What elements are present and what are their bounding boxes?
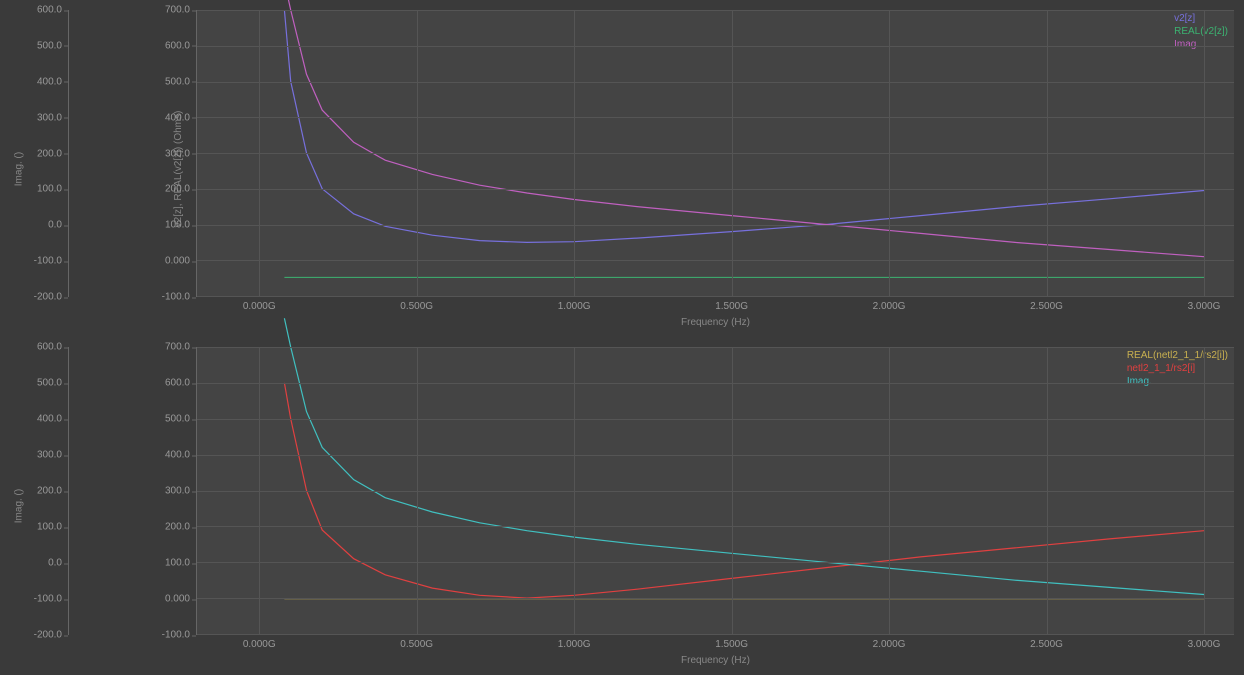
- x-tick-label: 3.000G: [1188, 639, 1221, 650]
- y-inner-axis: -100.00.000100.0200.0300.0400.0500.0600.…: [146, 10, 196, 297]
- x-axis-label: Frequency (Hz): [681, 655, 750, 666]
- y-inner-tick-label: 400.0: [146, 112, 190, 123]
- y-inner-tick-label: 500.0: [146, 414, 190, 425]
- y-inner-tick-label: 100.0: [146, 220, 190, 231]
- plot-area-bottom: REAL(netl2_1_1/rs2[i])netl2_1_1/rs2[i]Im…: [196, 347, 1234, 635]
- gridline-horizontal: [197, 82, 1234, 83]
- y-outer-tick-label: 500.0: [18, 40, 62, 51]
- gridline-horizontal: [197, 46, 1234, 47]
- y-outer-tick-label: 100.0: [18, 184, 62, 195]
- y-outer-tick-label: 100.0: [18, 522, 62, 533]
- y-inner-tick-label: 700.0: [146, 5, 190, 16]
- x-tick-label: 0.000G: [243, 301, 276, 312]
- x-tick-label: 2.500G: [1030, 301, 1063, 312]
- y-outer-tick-label: 500.0: [18, 378, 62, 389]
- chart-panel-top: Imag. () -200.0-100.00.0100.0200.0300.04…: [0, 0, 1244, 337]
- y-outer-tick-label: 0.0: [18, 558, 62, 569]
- gridline-horizontal: [197, 260, 1234, 261]
- gridline-horizontal: [197, 598, 1234, 599]
- legend-item: Imag.: [1127, 375, 1228, 388]
- x-tick-label: 1.500G: [715, 301, 748, 312]
- y-outer-axis-line: [68, 10, 69, 297]
- legend-item: netl2_1_1/rs2[i]: [1127, 362, 1228, 375]
- x-tick-label: 2.500G: [1030, 639, 1063, 650]
- y-inner-tick-label: 0.000: [146, 256, 190, 267]
- gridline-horizontal: [197, 117, 1234, 118]
- x-tick-label: 0.500G: [400, 301, 433, 312]
- x-tick-label: 0.500G: [400, 639, 433, 650]
- y-outer-tick-label: 300.0: [18, 112, 62, 123]
- series-Imag.: [284, 0, 1204, 257]
- gridline-horizontal: [197, 634, 1234, 635]
- series-Imag.: [284, 318, 1204, 594]
- x-tick-label: 1.000G: [558, 301, 591, 312]
- x-tick-label: 3.000G: [1188, 301, 1221, 312]
- gridline-horizontal: [197, 225, 1234, 226]
- x-tick-label: 2.000G: [873, 639, 906, 650]
- y-outer-axis-line: [68, 347, 69, 635]
- y-inner-tick-label: 200.0: [146, 184, 190, 195]
- gridline-horizontal: [197, 419, 1234, 420]
- legend-item: v2[z]: [1174, 12, 1228, 25]
- y-outer-tick-label: 200.0: [18, 148, 62, 159]
- y-outer-axis: -200.0-100.00.0100.0200.0300.0400.0500.0…: [18, 347, 68, 635]
- legend-item: Imag.: [1174, 38, 1228, 51]
- y-inner-tick-label: 600.0: [146, 40, 190, 51]
- gridline-horizontal: [197, 526, 1234, 527]
- y-outer-tick-label: 400.0: [18, 414, 62, 425]
- y-inner-tick-label: -100.0: [146, 292, 190, 303]
- y-inner-tick-label: 100.0: [146, 558, 190, 569]
- y-inner-tick-label: 300.0: [146, 148, 190, 159]
- y-outer-tick-label: -200.0: [18, 630, 62, 641]
- y-outer-tick-label: 600.0: [18, 342, 62, 353]
- y-outer-tick-label: 0.0: [18, 220, 62, 231]
- y-outer-tick-label: 300.0: [18, 450, 62, 461]
- plot-area-top: v2[z]REAL(v2[z])Imag. Frequency (Hz) 0.0…: [196, 10, 1234, 297]
- y-inner-tick-label: 600.0: [146, 378, 190, 389]
- y-outer-tick-label: -200.0: [18, 292, 62, 303]
- chart-panel-bottom: Imag. () -200.0-100.00.0100.0200.0300.04…: [0, 337, 1244, 675]
- y-inner-tick-label: 0.000: [146, 594, 190, 605]
- y-inner-tick-label: 300.0: [146, 486, 190, 497]
- y-inner-tick-label: 500.0: [146, 76, 190, 87]
- y-inner-axis: -100.00.000100.0200.0300.0400.0500.0600.…: [146, 347, 196, 635]
- y-outer-tick-label: -100.0: [18, 594, 62, 605]
- x-tick-label: 2.000G: [873, 301, 906, 312]
- gridline-horizontal: [197, 562, 1234, 563]
- gridline-horizontal: [197, 383, 1234, 384]
- x-tick-label: 1.000G: [558, 639, 591, 650]
- gridline-horizontal: [197, 153, 1234, 154]
- gridline-horizontal: [197, 189, 1234, 190]
- y-outer-tick-label: 600.0: [18, 5, 62, 16]
- y-inner-tick-label: 200.0: [146, 522, 190, 533]
- gridline-horizontal: [197, 491, 1234, 492]
- gridline-horizontal: [197, 455, 1234, 456]
- gridline-horizontal: [197, 296, 1234, 297]
- legend-item: REAL(netl2_1_1/rs2[i]): [1127, 349, 1228, 362]
- y-outer-tick-label: 200.0: [18, 486, 62, 497]
- y-inner-tick-label: 700.0: [146, 342, 190, 353]
- y-inner-tick-label: -100.0: [146, 630, 190, 641]
- gridline-horizontal: [197, 347, 1234, 348]
- y-outer-tick-label: -100.0: [18, 256, 62, 267]
- y-inner-tick-label: 400.0: [146, 450, 190, 461]
- y-outer-tick-label: 400.0: [18, 76, 62, 87]
- x-tick-label: 1.500G: [715, 639, 748, 650]
- legend-item: REAL(v2[z]): [1174, 25, 1228, 38]
- gridline-horizontal: [197, 10, 1234, 11]
- x-axis-label: Frequency (Hz): [681, 317, 750, 328]
- x-tick-label: 0.000G: [243, 639, 276, 650]
- y-outer-axis: -200.0-100.00.0100.0200.0300.0400.0500.0…: [18, 10, 68, 297]
